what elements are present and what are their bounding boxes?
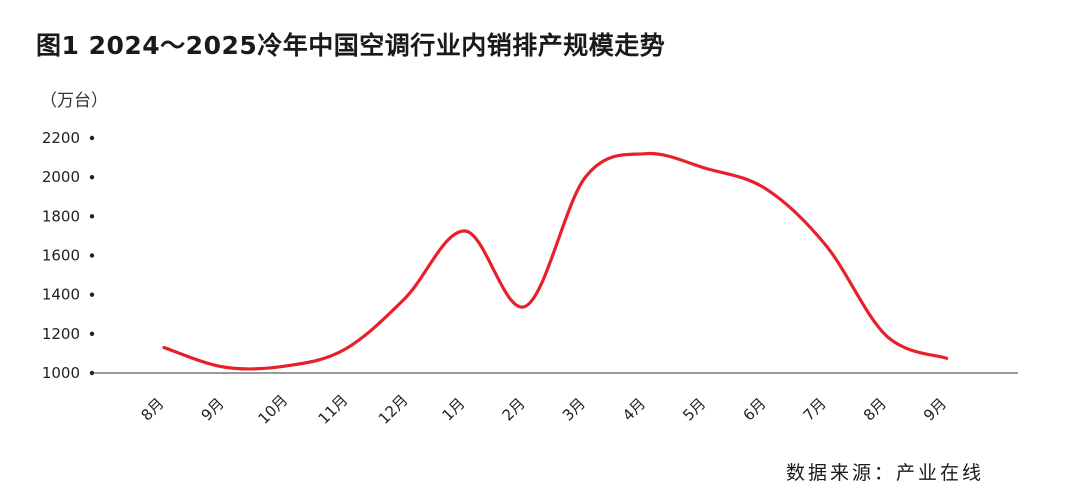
x-tick-label: 2月: [499, 394, 529, 424]
x-tick-label: 8月: [860, 394, 890, 424]
x-tick-label: 1月: [438, 394, 468, 424]
y-tick-label: 1400: [42, 286, 80, 304]
series-line: [162, 152, 949, 371]
x-tick-label: 6月: [739, 394, 769, 424]
y-tick-label: 1000: [42, 364, 80, 382]
y-tick-dot: [89, 253, 95, 258]
x-axis: 8月 9月 10月 11月 12月 1月 2月 3月 4月 5月 6月 7月 8月 9月: [92, 372, 1018, 428]
y-tick-dot: [89, 292, 95, 297]
x-tick-label: 10月: [254, 391, 291, 428]
source-note: 数据来源：产业在线: [785, 462, 984, 484]
y-tick-dot: [89, 214, 95, 219]
y-tick-label: 1800: [42, 207, 80, 225]
series-layer: [162, 152, 949, 371]
x-tick-label: 9月: [920, 394, 950, 424]
x-tick-label: 5月: [679, 394, 709, 424]
chart-title: 图1 2024～2025冷年中国空调行业内销排产规模走势: [36, 31, 666, 60]
y-tick-label: 2200: [42, 129, 80, 147]
x-tick-label: 7月: [800, 394, 830, 424]
x-tick-label: 9月: [198, 394, 228, 424]
y-tick-dot: [89, 174, 95, 180]
y-axis-unit-label: （万台）: [40, 91, 108, 111]
x-tick-label: 3月: [559, 394, 589, 424]
x-tick-label: 12月: [375, 391, 412, 428]
y-tick-label: 1200: [42, 325, 80, 343]
y-tick-label: 1600: [42, 247, 80, 265]
x-tick-label: 8月: [137, 394, 167, 424]
y-tick-label: 2000: [42, 168, 80, 186]
y-tick-dot: [89, 331, 95, 337]
y-tick-dot: [89, 135, 95, 141]
x-tick-label: 11月: [315, 391, 352, 428]
y-axis: 1000 1200 1400 1600 1800 2000 2200: [42, 129, 95, 382]
x-tick-label: 4月: [619, 394, 649, 424]
